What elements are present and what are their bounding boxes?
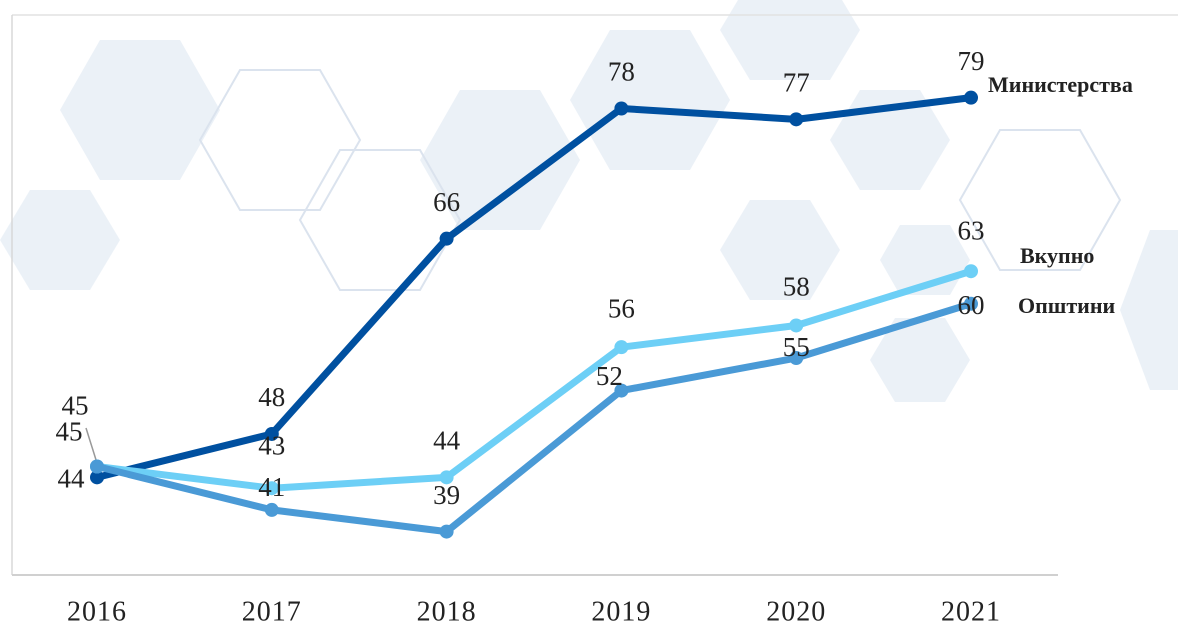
data-label: 63 — [958, 215, 985, 245]
data-point — [789, 112, 803, 126]
data-label: 39 — [433, 480, 460, 510]
data-label: 45 — [56, 417, 83, 447]
legend-label: Општини — [1018, 293, 1116, 318]
data-point — [964, 264, 978, 278]
data-label: 56 — [608, 293, 635, 323]
data-label: 45 — [62, 391, 89, 421]
x-tick-label: 2018 — [417, 596, 477, 627]
chart: 2016 2017 2018 2019 2020 2021 44 48 66 78 77 79Мини… — [0, 0, 1178, 632]
legend-label: Министерства — [988, 72, 1133, 97]
x-tick-label: 2019 — [591, 596, 651, 627]
data-label: 41 — [258, 472, 285, 502]
data-label: 79 — [958, 46, 985, 76]
data-point — [614, 340, 628, 354]
label-leader — [86, 428, 97, 463]
data-point — [789, 318, 803, 332]
series-line — [97, 304, 971, 532]
data-point — [440, 525, 454, 539]
data-point — [440, 232, 454, 246]
data-label: 43 — [258, 430, 285, 460]
x-tick-label: 2017 — [242, 596, 302, 627]
data-label: 44 — [58, 464, 86, 494]
data-label: 44 — [433, 426, 461, 456]
legend-label: Вкупно — [1020, 243, 1094, 268]
data-label: 77 — [783, 68, 810, 98]
data-label: 58 — [783, 272, 810, 302]
data-point — [265, 503, 279, 517]
data-point — [90, 460, 104, 474]
background-decor — [0, 0, 1178, 402]
data-label: 78 — [608, 57, 635, 87]
data-label: 52 — [596, 361, 623, 391]
x-tick-label: 2016 — [67, 596, 127, 627]
data-label: 66 — [433, 187, 460, 217]
x-tick-label: 2021 — [941, 596, 1001, 627]
data-point — [614, 101, 628, 115]
data-label: 60 — [958, 290, 985, 320]
series-line — [97, 271, 971, 488]
data-label: 48 — [258, 382, 285, 412]
data-label: 55 — [783, 332, 810, 362]
data-point — [964, 91, 978, 105]
x-tick-label: 2020 — [766, 596, 826, 627]
